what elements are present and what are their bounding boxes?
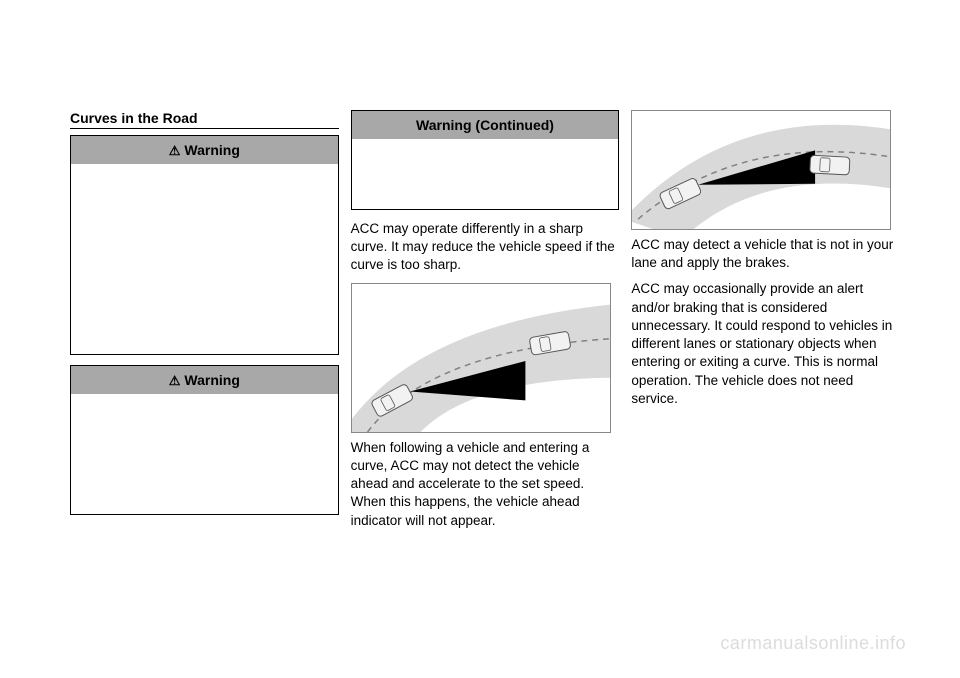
warning-body-continued: . bbox=[352, 139, 619, 209]
section-heading: Curves in the Road bbox=[70, 110, 339, 129]
column-3: ACC may detect a vehicle that is not in … bbox=[631, 110, 900, 538]
warning-header-continued: Warning (Continued) bbox=[352, 111, 619, 139]
col2-para1: ACC may operate differently in a sharp c… bbox=[351, 220, 620, 275]
curve-diagram-2 bbox=[631, 110, 891, 230]
col3-para1: ACC may detect a vehicle that is not in … bbox=[631, 236, 900, 272]
curve-diagram-1 bbox=[351, 283, 611, 433]
warning-box-1: ⚠ Warning . bbox=[70, 135, 339, 355]
other-car bbox=[810, 155, 850, 175]
warning-box-2: ⚠ Warning . bbox=[70, 365, 339, 515]
page-content: Curves in the Road ⚠ Warning . ⚠ Warning… bbox=[0, 0, 960, 578]
watermark: carmanualsonline.info bbox=[720, 633, 906, 654]
warning-label-2: Warning bbox=[184, 372, 239, 388]
warning-box-continued: Warning (Continued) . bbox=[351, 110, 620, 210]
warning-body-1: . bbox=[71, 164, 338, 354]
warning-continued-label: Warning (Continued) bbox=[416, 117, 554, 133]
warning-header-1: ⚠ Warning bbox=[71, 136, 338, 164]
warning-label-1: Warning bbox=[184, 142, 239, 158]
col3-para2: ACC may occasionally provide an alert an… bbox=[631, 280, 900, 408]
warning-header-2: ⚠ Warning bbox=[71, 366, 338, 394]
warning-triangle-icon: ⚠ bbox=[169, 374, 181, 387]
warning-body-2: . bbox=[71, 394, 338, 514]
road-shape bbox=[351, 303, 611, 432]
column-1: Curves in the Road ⚠ Warning . ⚠ Warning… bbox=[70, 110, 339, 538]
column-2: Warning (Continued) . ACC may operate di… bbox=[351, 110, 620, 538]
warning-triangle-icon: ⚠ bbox=[169, 144, 181, 157]
col2-para2: When following a vehicle and entering a … bbox=[351, 439, 620, 530]
